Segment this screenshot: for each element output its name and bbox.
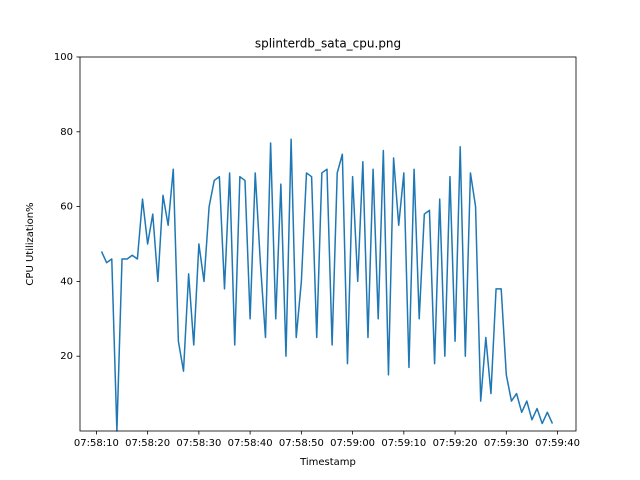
data-line bbox=[100, 138, 554, 432]
x-axis-label: Timestamp bbox=[299, 457, 356, 468]
y-tick-label: 40 bbox=[60, 276, 73, 287]
x-tick-label: 07:59:20 bbox=[433, 438, 478, 449]
x-tick-label: 07:58:10 bbox=[74, 438, 119, 449]
x-tick-label: 07:59:00 bbox=[330, 438, 375, 449]
x-tick-label: 07:59:40 bbox=[535, 438, 580, 449]
x-tick-label: 07:58:30 bbox=[176, 438, 221, 449]
x-tick-label: 07:58:40 bbox=[228, 438, 273, 449]
x-tick-label: 07:59:10 bbox=[381, 438, 426, 449]
x-tick-label: 07:58:50 bbox=[279, 438, 324, 449]
y-tick-label: 100 bbox=[54, 52, 73, 63]
y-tick-label: 80 bbox=[60, 127, 73, 138]
chart-title: splinterdb_sata_cpu.png bbox=[255, 37, 401, 51]
axes-frame bbox=[79, 56, 577, 432]
x-tick-label: 07:58:20 bbox=[125, 438, 170, 449]
y-axis-label: CPU Utilization% bbox=[25, 202, 36, 285]
x-tick-label: 07:59:30 bbox=[484, 438, 529, 449]
y-tick-label: 20 bbox=[60, 351, 73, 362]
y-tick-label: 60 bbox=[60, 202, 73, 213]
